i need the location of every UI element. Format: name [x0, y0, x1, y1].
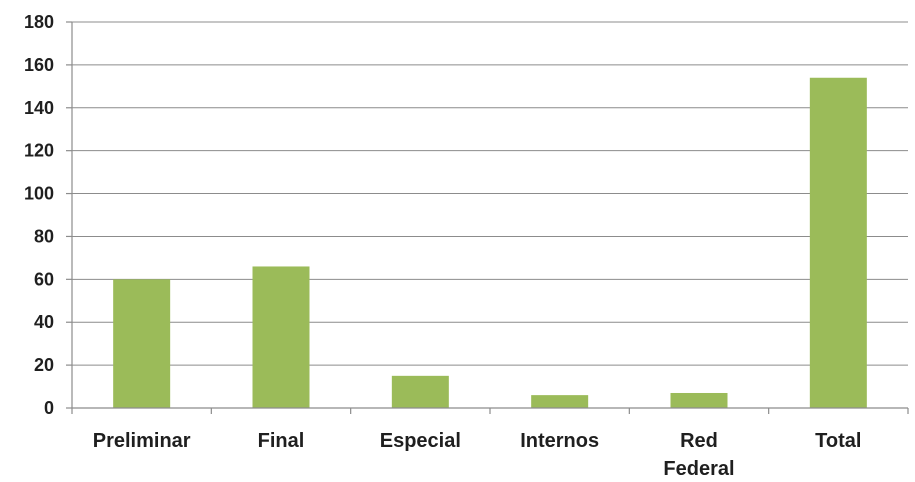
y-tick-label: 180: [24, 12, 54, 32]
y-tick-label: 40: [34, 312, 54, 332]
bar-internos: [531, 395, 589, 408]
bars: [113, 77, 867, 408]
y-tick-label: 60: [34, 269, 54, 289]
x-category-label: Final: [258, 430, 305, 452]
bar-especial: [391, 375, 449, 408]
y-tick-label: 20: [34, 355, 54, 375]
x-category-label: Total: [815, 430, 861, 452]
y-tick-label: 0: [44, 398, 54, 418]
bar-red-federal: [670, 392, 728, 408]
y-tick-label: 140: [24, 98, 54, 118]
x-category-label: Preliminar: [93, 430, 191, 452]
y-tick-label: 160: [24, 55, 54, 75]
x-category-label: Especial: [380, 430, 461, 452]
y-tick-label: 80: [34, 226, 54, 246]
axes: [66, 21, 909, 414]
bar-total: [809, 77, 867, 408]
y-tick-label: 120: [24, 141, 54, 161]
x-category-label: Internos: [520, 430, 599, 452]
bar-final: [252, 266, 310, 408]
y-tick-label: 100: [24, 184, 54, 204]
bar-preliminar: [113, 279, 171, 408]
x-category-label: Red Federal: [663, 430, 734, 480]
labels: 0 20 40 60 80 100 120 140 160 180 Preliminar Final E…: [24, 12, 862, 480]
gridlines: [72, 21, 908, 366]
